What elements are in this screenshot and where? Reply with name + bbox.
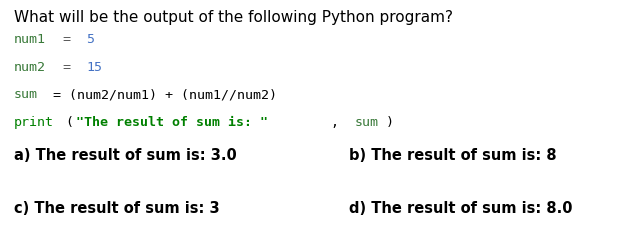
Text: d) The result of sum is: 8.0: d) The result of sum is: 8.0 [349, 201, 573, 216]
Text: num1: num1 [14, 33, 45, 46]
Text: num2: num2 [14, 61, 45, 74]
Text: b) The result of sum is: 8: b) The result of sum is: 8 [349, 148, 556, 163]
Text: What will be the output of the following Python program?: What will be the output of the following… [14, 10, 453, 25]
Text: ): ) [385, 116, 393, 129]
Text: 15: 15 [86, 61, 102, 74]
Text: print: print [14, 116, 54, 129]
Text: (: ( [65, 116, 74, 129]
Text: 5: 5 [86, 33, 94, 46]
Text: "The result of sum is: ": "The result of sum is: " [75, 116, 268, 129]
Text: sum: sum [14, 88, 38, 101]
Text: sum: sum [354, 116, 378, 129]
Text: = (num2/num1) + (num1//num2): = (num2/num1) + (num1//num2) [45, 88, 277, 101]
Text: c) The result of sum is: 3: c) The result of sum is: 3 [14, 201, 219, 216]
Text: a) The result of sum is: 3.0: a) The result of sum is: 3.0 [14, 148, 237, 163]
Text: =: = [55, 61, 79, 74]
Text: ,: , [323, 116, 348, 129]
Text: =: = [55, 33, 79, 46]
